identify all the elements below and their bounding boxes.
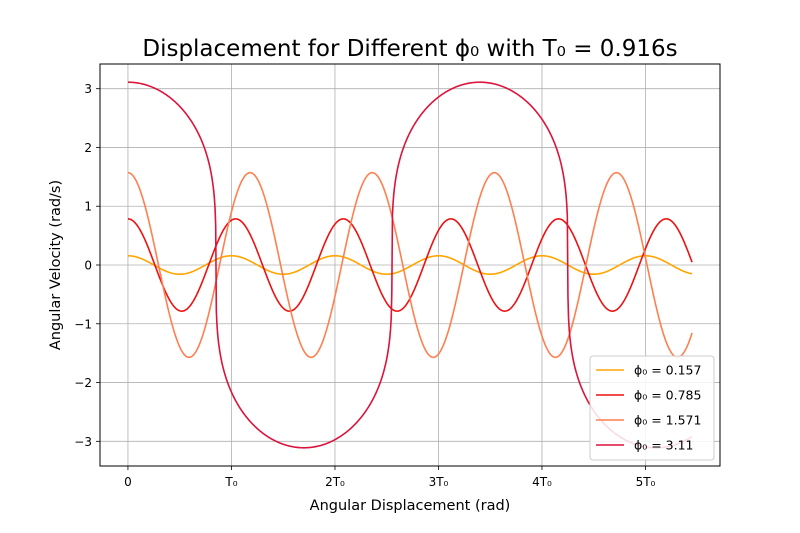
legend-entry: ϕ₀ = 3.11	[634, 438, 694, 453]
x-axis-label: Angular Displacement (rad)	[310, 498, 511, 514]
x-tick-label: 5T₀	[636, 475, 656, 489]
x-tick-label: 3T₀	[429, 475, 449, 489]
y-tick-label: −3	[74, 435, 92, 449]
y-tick-label: 1	[84, 200, 92, 214]
legend-entry: ϕ₀ = 1.571	[634, 413, 701, 428]
y-tick-label: 0	[84, 259, 92, 273]
y-tick-label: −1	[74, 317, 92, 331]
x-tick-label: T₀	[224, 475, 237, 489]
x-tick-label: 4T₀	[532, 475, 552, 489]
x-tick-label: 0	[124, 475, 132, 489]
x-tick-label: 2T₀	[325, 475, 345, 489]
y-tick-label: 2	[84, 141, 92, 155]
chart-title: Displacement for Different ϕ₀ with T₀ = …	[142, 36, 677, 62]
series-line	[127, 171, 693, 359]
x-axis-ticks: 0 T₀ 2T₀ 3T₀ 4T₀ 5T₀	[124, 466, 656, 489]
y-tick-label: −2	[74, 376, 92, 390]
y-tick-label: 3	[84, 82, 92, 96]
y-axis-ticks: 3 2 1 0 −1 −2 −3	[74, 82, 100, 449]
legend-entry: ϕ₀ = 0.785	[634, 388, 701, 403]
legend-entry: ϕ₀ = 0.157	[634, 363, 701, 378]
y-axis-label: Angular Velocity (rad/s)	[48, 180, 64, 350]
grid-lines	[100, 64, 720, 466]
legend: ϕ₀ = 0.157 ϕ₀ = 0.785 ϕ₀ = 1.571 ϕ₀ = 3.11	[589, 355, 715, 461]
legend-box	[589, 355, 715, 461]
